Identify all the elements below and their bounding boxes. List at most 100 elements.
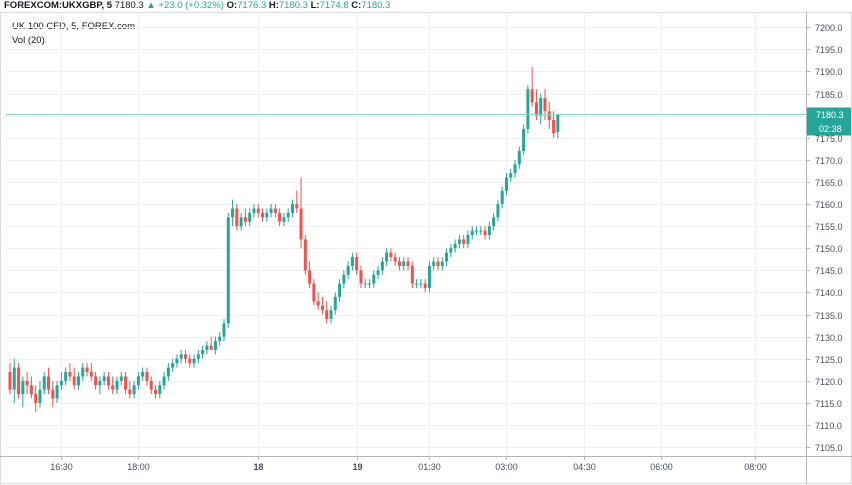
low-label: L:: [310, 0, 320, 11]
candle-body: [406, 261, 410, 266]
candle-body: [436, 261, 440, 266]
candle: [552, 111, 556, 138]
candle-body: [196, 354, 200, 359]
candle: [325, 301, 329, 324]
candle-body: [350, 257, 354, 266]
candle: [368, 279, 372, 289]
candle-body: [466, 235, 470, 244]
price-axis[interactable]: 7105.0 7110.0 7115.0 7120.0 7125.0 7130.0 7135…: [806, 23, 843, 453]
volume-indicator-label[interactable]: Vol (20): [12, 35, 45, 46]
candle: [363, 279, 367, 289]
candle-body: [338, 283, 342, 297]
candle: [466, 230, 470, 249]
candle-body: [368, 283, 372, 285]
candle-body: [132, 385, 136, 395]
instrument-label: UK 100 CFD, 5, FOREX.com: [12, 21, 136, 32]
candle-body: [393, 257, 397, 262]
candle: [175, 354, 179, 368]
candle: [453, 239, 457, 253]
candle: [106, 372, 110, 390]
candle: [427, 261, 431, 293]
candle: [171, 358, 175, 373]
open-label: O:: [226, 0, 238, 11]
candle: [132, 380, 136, 399]
y-tick-label: 7115.0: [815, 399, 842, 409]
candle-body: [410, 265, 414, 284]
candle: [85, 363, 89, 377]
x-tick-label: 03:00: [495, 462, 518, 472]
candle-body: [483, 230, 487, 235]
candle: [316, 292, 320, 311]
candle: [295, 190, 299, 213]
candle: [226, 212, 230, 328]
candle: [81, 363, 85, 381]
x-tick-label: 18: [253, 462, 263, 472]
candle: [320, 296, 324, 315]
candle-body: [290, 204, 294, 213]
y-tick-label: 7120.0: [815, 377, 843, 387]
candle: [487, 221, 491, 240]
candle: [47, 367, 51, 395]
candle-body: [457, 239, 461, 244]
candle: [64, 367, 68, 386]
candle-body: [201, 349, 205, 355]
candle: [248, 208, 252, 227]
candle-body: [226, 217, 230, 324]
candle-body: [192, 358, 196, 364]
candle-body: [445, 252, 449, 262]
candle: [111, 376, 115, 395]
candle-body: [124, 376, 128, 390]
candle: [76, 372, 80, 390]
time-axis[interactable]: 16:30 18:00 18 19 01:30 03:00 04:30 06:00 08:00: [50, 456, 767, 472]
y-tick-label: 7150.0: [815, 244, 843, 254]
y-tick-label: 7145.0: [815, 266, 843, 276]
candle-body: [85, 367, 89, 373]
candle: [350, 252, 354, 271]
candle: [479, 226, 483, 235]
candle: [55, 380, 59, 403]
candle-body: [248, 212, 252, 222]
candle-body: [102, 376, 106, 381]
candle: [34, 385, 38, 412]
candle-body: [449, 248, 453, 253]
change-value: +23.0 (+0.32%): [158, 0, 224, 11]
candle-body: [462, 239, 466, 244]
candle-body: [218, 336, 222, 342]
candle-body: [316, 301, 320, 306]
candle-body: [21, 380, 25, 395]
candle: [205, 341, 209, 355]
x-tick-label: 16:30: [50, 462, 73, 472]
candle-body: [239, 217, 243, 227]
candle: [372, 270, 376, 289]
candle: [278, 208, 282, 227]
candle-body: [162, 376, 166, 386]
candle: [397, 257, 401, 271]
candle-body: [355, 257, 359, 271]
candle-body: [552, 120, 556, 134]
candle: [496, 199, 500, 222]
y-tick-label: 7165.0: [815, 178, 843, 188]
candle-body: [47, 376, 51, 390]
candle-body: [72, 376, 76, 386]
last-price-tag-label: 7180.3: [816, 110, 844, 120]
candle-body: [171, 363, 175, 368]
candle: [492, 212, 496, 231]
candle: [179, 349, 183, 364]
candle: [183, 349, 187, 364]
candle: [303, 235, 307, 275]
candle-body: [376, 270, 380, 275]
candle-body: [492, 217, 496, 227]
candle: [432, 257, 436, 271]
candle: [338, 279, 342, 302]
candle-body: [419, 283, 423, 285]
candle-body: [55, 385, 59, 399]
candle-body: [504, 177, 508, 191]
candle: [12, 358, 16, 403]
candle: [98, 376, 102, 395]
candle: [25, 372, 29, 395]
candle-body: [183, 354, 187, 359]
candle: [509, 168, 513, 182]
symbol-label[interactable]: FOREXCOM:UKXGBP, 5: [4, 0, 113, 11]
candle: [346, 261, 350, 280]
